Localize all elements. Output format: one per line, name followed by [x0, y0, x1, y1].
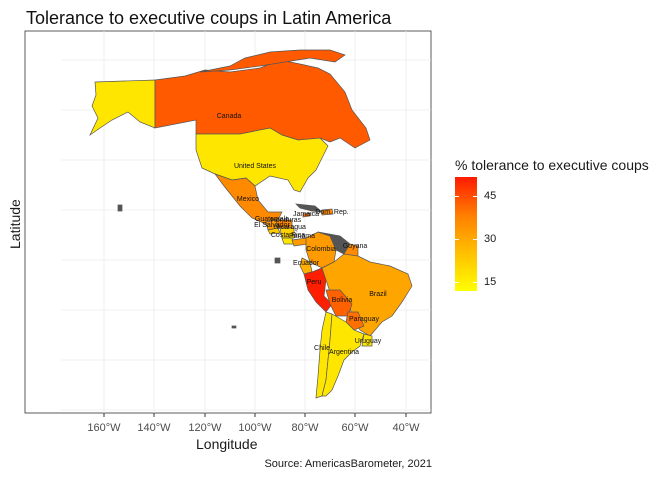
small-island: [274, 257, 281, 264]
country-label: El Salvador: [254, 222, 290, 229]
country-label: United States: [234, 163, 277, 170]
country-label: Colombia: [306, 246, 336, 253]
country-label: Canada: [217, 113, 242, 120]
x-tick-label: 140°W: [137, 422, 171, 434]
small-island: [117, 204, 123, 212]
x-tick-label: 160°W: [87, 422, 121, 434]
cuba-region: [295, 203, 324, 213]
legend-tick-label: 15: [484, 276, 497, 288]
country-uruguay: [361, 333, 373, 347]
country-label: Peru: [307, 279, 322, 286]
x-tick-label: 80°W: [291, 422, 319, 434]
country-label: Guyana: [343, 243, 368, 250]
country-peru: [303, 267, 333, 313]
x-tick-label: 100°W: [238, 422, 272, 434]
legend-tick-label: 45: [484, 190, 497, 202]
small-island: [231, 325, 237, 329]
country-el-salvador: [267, 227, 281, 235]
country-label: Paraguay: [349, 316, 379, 323]
country-label: Ecuador: [293, 260, 320, 267]
country-jamaica: [302, 212, 311, 218]
country-label: Bolivia: [332, 297, 353, 304]
country-label: Uruguay: [355, 338, 382, 345]
source-caption: Source: AmericasBarometer, 2021: [264, 458, 432, 470]
country-dominican-rep: [321, 208, 334, 216]
country-label: Costa Rica: [271, 232, 305, 239]
map-title: Tolerance to executive coups in Latin Am…: [26, 8, 392, 28]
country-label: Panama: [289, 233, 315, 240]
country-mexico: [214, 173, 283, 225]
country-nicaragua: [279, 227, 295, 239]
country-label: Nicaragua: [274, 224, 306, 231]
country-paraguay: [345, 311, 365, 331]
country-label: Honduras: [271, 217, 302, 224]
legend-title: % tolerance to executive coups: [455, 157, 649, 173]
country-argentina: [321, 313, 365, 397]
x-tick-label: 60°W: [341, 422, 369, 434]
country-label: Chile: [314, 345, 330, 352]
x-tick-label: 120°W: [188, 422, 222, 434]
country-label: Argentina: [329, 349, 359, 356]
canada-arctic-islands: [199, 49, 346, 73]
x-tick-label: 40°W: [392, 422, 420, 434]
country-label: Jamaica: [293, 211, 319, 218]
country-label: Brazil: [369, 291, 387, 298]
country-label: Guatemala: [255, 216, 289, 223]
country-label: Dom. Rep.: [315, 209, 349, 216]
legend-colorbar: [455, 177, 477, 291]
country-label: Mexico: [237, 196, 259, 203]
x-axis-title: Longitude: [196, 436, 258, 452]
legend-tick-label: 30: [484, 233, 497, 245]
